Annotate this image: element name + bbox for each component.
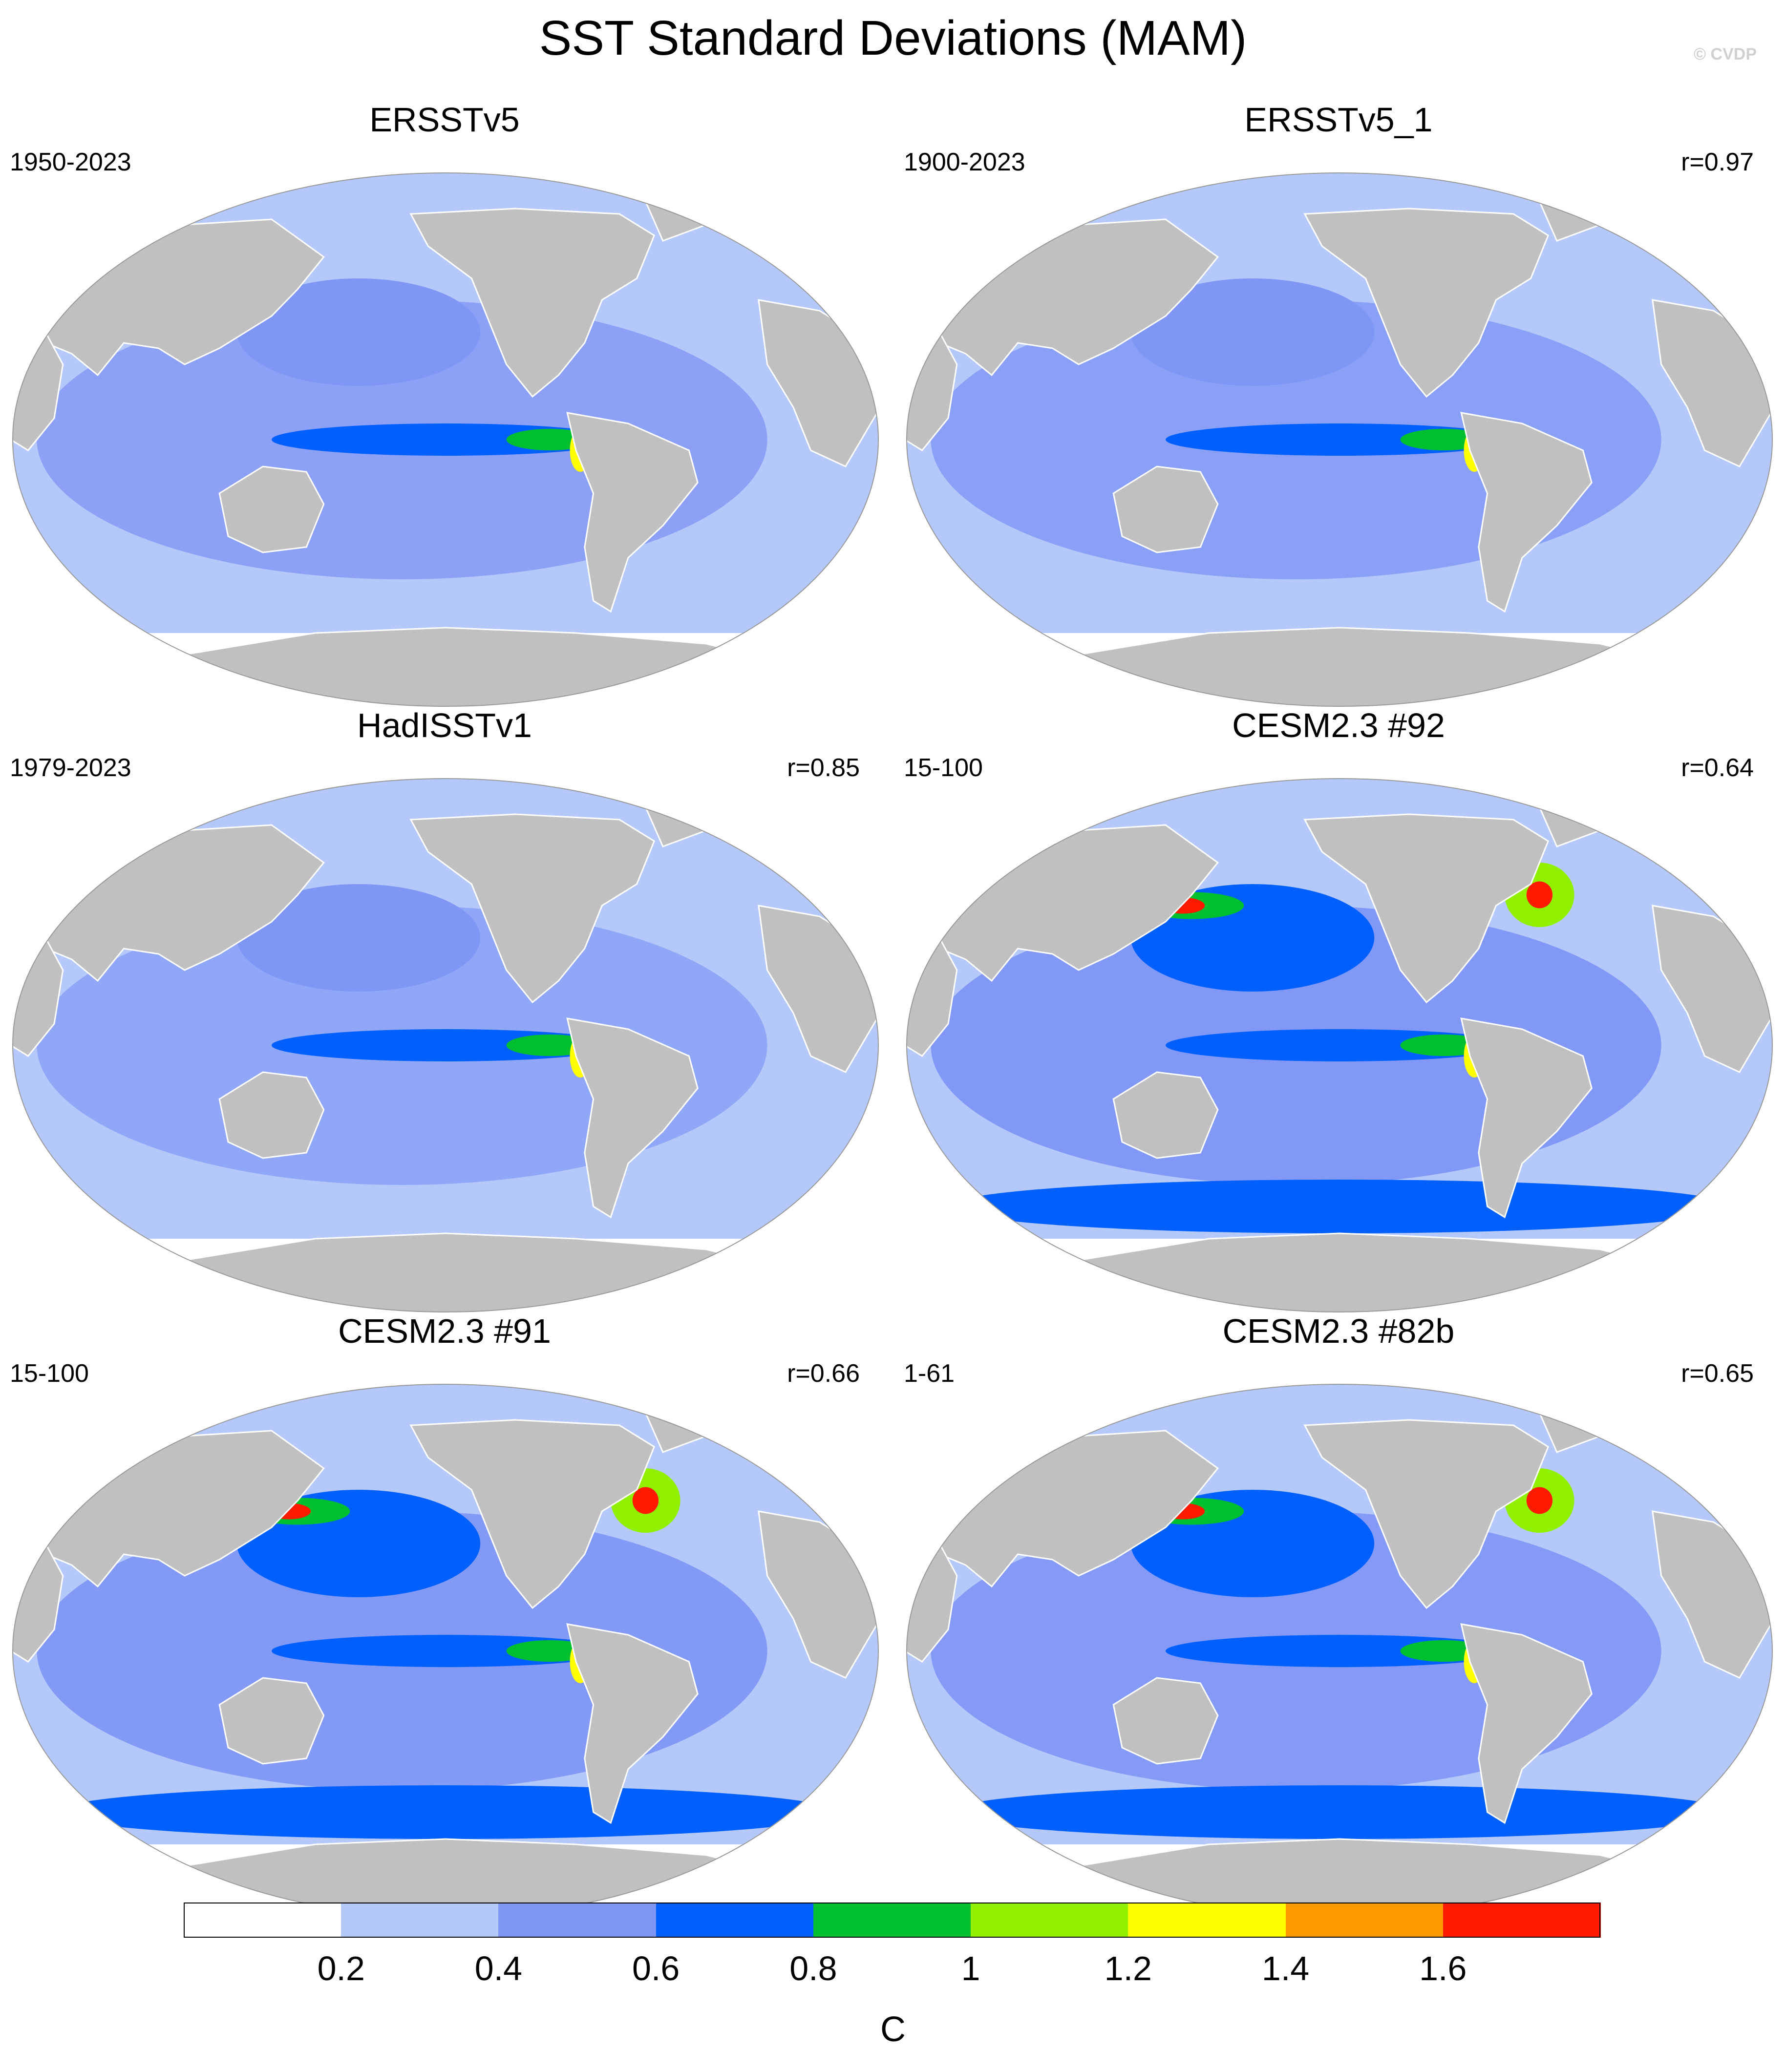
colorbar-swatch: [656, 1903, 814, 1938]
north-pacific-band: [236, 278, 481, 386]
panel-period: 15-100: [904, 754, 983, 782]
robinson-map: [12, 778, 879, 1312]
north-america-land: [409, 208, 656, 398]
map-border: [12, 172, 879, 707]
robinson-map: [12, 1384, 879, 1918]
map-panel: ERSSTv5_1 1900-2023 r=0.97: [894, 98, 1783, 707]
colorbar-tick-label: 0.8: [789, 1949, 837, 1987]
panel-title: CESM2.3 #92: [1232, 706, 1445, 744]
south-america-land: [566, 412, 699, 613]
robinson-map: [12, 172, 879, 707]
north-america-land: [1303, 813, 1550, 1004]
colorbar-frame: [184, 1903, 1600, 1938]
north-america-land: [409, 1419, 656, 1609]
panel-period: 1950-2023: [10, 148, 131, 176]
colorbar-tick-label: 0.2: [317, 1949, 365, 1987]
southern-ocean-band: [54, 1785, 837, 1839]
australia-land: [1112, 465, 1219, 553]
colorbar-tick-label: 1.2: [1104, 1949, 1152, 1987]
colorbar-tick-label: 0.4: [474, 1949, 523, 1987]
south-america-land: [566, 1017, 699, 1219]
panel-correlation: r=0.64: [1681, 754, 1754, 782]
southern-ocean-band: [948, 1180, 1731, 1233]
colorbar-swatch: [184, 1903, 342, 1938]
map-panel: CESM2.3 #92 15-100 r=0.64: [894, 703, 1783, 1312]
gulf-stream-peak: [632, 1487, 659, 1514]
map-panel: ERSSTv5 1950-2023: [0, 98, 889, 707]
robinson-map: [906, 172, 1773, 707]
australia-land: [218, 1677, 325, 1765]
colorbar-swatch: [498, 1903, 657, 1938]
colorbar-unit: C: [880, 2010, 906, 2049]
colorbar-tick-label: 1.6: [1419, 1949, 1467, 1987]
map-border: [906, 778, 1773, 1312]
colorbar-swatch: [1285, 1903, 1444, 1938]
south-america-land: [1460, 412, 1593, 613]
map-border: [12, 778, 879, 1312]
colorbar-tick-label: 1: [961, 1949, 980, 1987]
colorbar-tick-label: 1.4: [1261, 1949, 1310, 1987]
panel-period: 15-100: [10, 1359, 89, 1388]
robinson-map: [906, 778, 1773, 1312]
australia-land: [218, 1071, 325, 1159]
southern-ocean-band: [948, 1785, 1731, 1839]
panel-title: CESM2.3 #82b: [1222, 1312, 1455, 1350]
colorbar-swatch: [341, 1903, 499, 1938]
panel-period: 1979-2023: [10, 754, 131, 782]
cvdp-credit: © CVDP: [1694, 45, 1757, 63]
panel-correlation: r=0.97: [1681, 148, 1754, 176]
colorbar-tick-label: 0.6: [632, 1949, 680, 1987]
map-panel: CESM2.3 #91 15-100 r=0.66: [0, 1309, 889, 1918]
north-pacific-band: [1130, 278, 1375, 386]
north-america-land: [1303, 1419, 1550, 1609]
colorbar-swatch: [813, 1903, 972, 1938]
panel-title: HadISSTv1: [357, 706, 532, 744]
panel-correlation: r=0.66: [787, 1359, 860, 1388]
north-pacific-band: [236, 884, 481, 992]
panel-period: 1-61: [904, 1359, 955, 1388]
colorbar-swatch: [1443, 1903, 1601, 1938]
panel-correlation: r=0.85: [787, 754, 860, 782]
panel-title: CESM2.3 #91: [338, 1312, 551, 1350]
map-panel: CESM2.3 #82b 1-61 r=0.65: [894, 1309, 1783, 1918]
north-america-land: [1303, 208, 1550, 398]
australia-land: [1112, 1677, 1219, 1765]
gulf-stream-peak: [1526, 1487, 1553, 1514]
south-america-land: [566, 1623, 699, 1824]
figure-title: SST Standard Deviations (MAM): [539, 11, 1247, 65]
map-border: [906, 172, 1773, 707]
panel-title: ERSSTv5: [369, 101, 520, 139]
south-america-land: [1460, 1623, 1593, 1824]
panel-period: 1900-2023: [904, 148, 1025, 176]
gulf-stream-peak: [1526, 881, 1553, 909]
panel-correlation: r=0.65: [1681, 1359, 1754, 1388]
colorbar-swatch: [1128, 1903, 1286, 1938]
map-panel: HadISSTv1 1979-2023 r=0.85: [0, 703, 889, 1312]
north-america-land: [409, 813, 656, 1004]
south-america-land: [1460, 1017, 1593, 1219]
colorbar-swatch: [971, 1903, 1129, 1938]
australia-land: [218, 465, 325, 553]
panel-title: ERSSTv5_1: [1244, 101, 1433, 139]
robinson-map: [906, 1384, 1773, 1918]
australia-land: [1112, 1071, 1219, 1159]
